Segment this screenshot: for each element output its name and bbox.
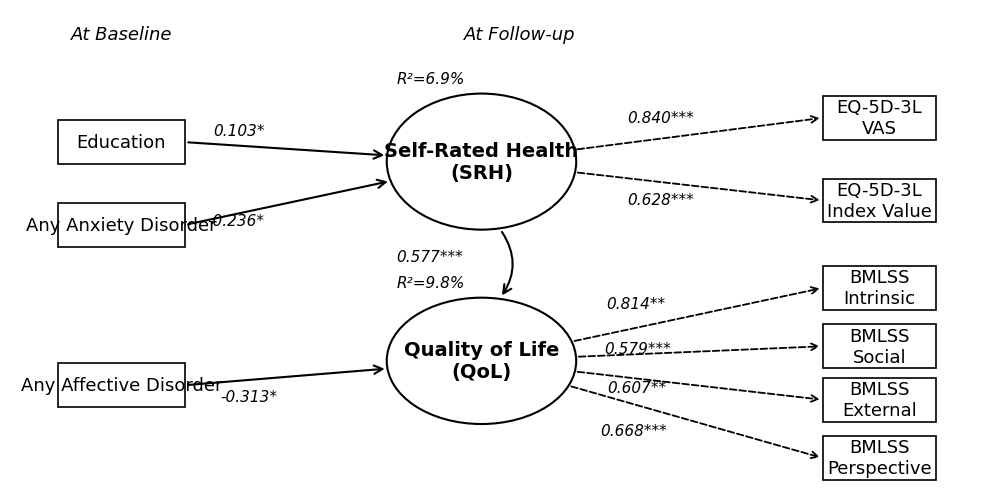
Text: At Baseline: At Baseline (71, 26, 172, 44)
Text: EQ-5D-3L
VAS: EQ-5D-3L VAS (836, 99, 922, 138)
FancyBboxPatch shape (823, 436, 936, 480)
Text: Any Affective Disorder: Any Affective Disorder (21, 376, 222, 394)
Text: EQ-5D-3L
Index Value: EQ-5D-3L Index Value (827, 182, 932, 221)
Text: 0.814**: 0.814** (606, 297, 665, 312)
FancyBboxPatch shape (823, 179, 936, 223)
Text: 0.579***: 0.579*** (604, 342, 671, 357)
FancyBboxPatch shape (823, 266, 936, 310)
Text: BMLSS
Social: BMLSS Social (849, 327, 910, 366)
Text: Quality of Life
(QoL): Quality of Life (QoL) (404, 341, 559, 382)
Text: 0.103*: 0.103* (213, 124, 265, 139)
Text: R²=9.8%: R²=9.8% (396, 276, 465, 291)
Text: 0.840***: 0.840*** (627, 111, 694, 126)
Text: BMLSS
External: BMLSS External (842, 381, 917, 419)
FancyBboxPatch shape (58, 363, 185, 407)
Text: Any Anxiety Disorder: Any Anxiety Disorder (26, 216, 217, 234)
Text: BMLSS
Perspective: BMLSS Perspective (827, 439, 932, 478)
Text: Self-Rated Health
(SRH): Self-Rated Health (SRH) (384, 142, 579, 183)
FancyArrowPatch shape (502, 233, 513, 294)
FancyBboxPatch shape (823, 97, 936, 140)
Text: R²=6.9%: R²=6.9% (396, 72, 465, 87)
Text: 0.577***: 0.577*** (396, 250, 463, 264)
Ellipse shape (387, 298, 576, 424)
FancyBboxPatch shape (58, 121, 185, 165)
Text: Education: Education (77, 134, 166, 152)
FancyBboxPatch shape (58, 204, 185, 247)
Text: 0.607**: 0.607** (608, 381, 667, 396)
Text: BMLSS
Intrinsic: BMLSS Intrinsic (843, 269, 915, 308)
FancyBboxPatch shape (823, 378, 936, 422)
Text: 0.628***: 0.628*** (628, 193, 694, 208)
Text: -0.313*: -0.313* (220, 389, 277, 404)
Text: -0.236*: -0.236* (207, 214, 264, 229)
FancyBboxPatch shape (823, 325, 936, 368)
Ellipse shape (387, 94, 576, 230)
Text: At Follow-up: At Follow-up (464, 26, 575, 44)
Text: 0.668***: 0.668*** (601, 423, 667, 438)
